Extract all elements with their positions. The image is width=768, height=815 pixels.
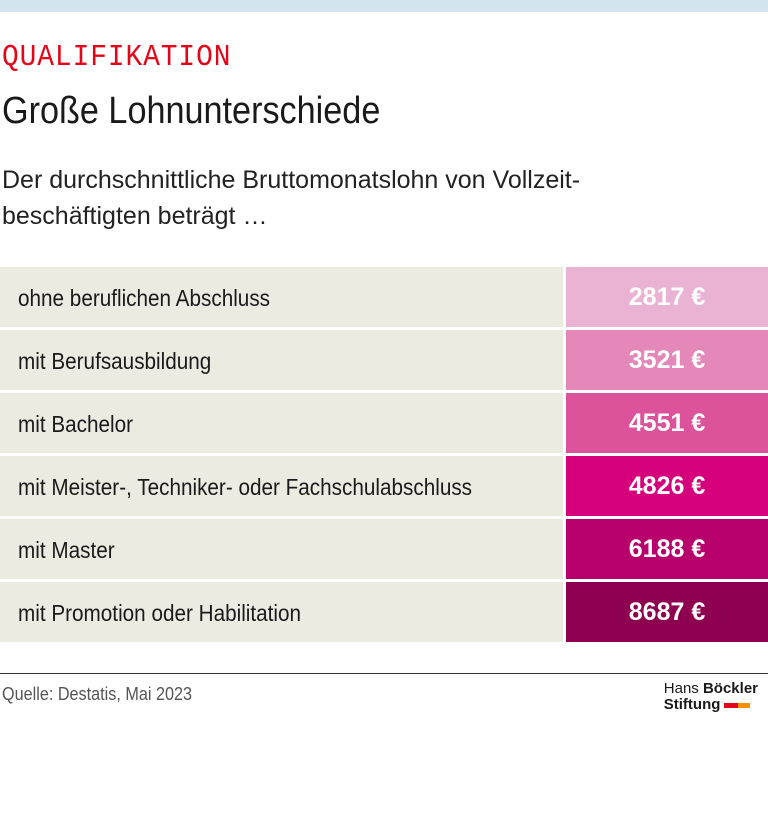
logo-text: Hans: [663, 680, 699, 697]
row-label: mit Bachelor: [18, 411, 134, 437]
label-cell: mit Berufsausbildung: [0, 330, 563, 390]
source: Quelle: Destatis, Mai 2023: [2, 684, 192, 704]
kicker: QUALIFIKATION: [2, 40, 232, 75]
row-value: 4551 €: [628, 409, 706, 437]
title: Große Lohnunterschiede: [2, 90, 381, 132]
table-row: mit Meister-, Techniker- oder Fachschula…: [0, 456, 768, 516]
table-row: mit Master 6188 €: [0, 519, 768, 579]
label-cell: mit Meister-, Techniker- oder Fachschula…: [0, 456, 563, 516]
value-cell: 2817 €: [566, 267, 768, 327]
value-cell: 3521 €: [566, 330, 768, 390]
row-label: mit Master: [18, 537, 115, 563]
table-row: mit Bachelor 4551 €: [0, 393, 768, 453]
row-label: mit Berufsausbildung: [18, 348, 212, 374]
value-cell: 4551 €: [566, 393, 768, 453]
label-cell: mit Master: [0, 519, 563, 579]
row-value: 3521 €: [628, 346, 706, 374]
row-value: 6188 €: [628, 535, 706, 563]
divider: [0, 673, 768, 674]
value-cell: 8687 €: [566, 582, 768, 642]
logo-text: Stiftung: [663, 696, 721, 713]
row-value: 2817 €: [628, 283, 706, 311]
logo-bar: [724, 702, 739, 708]
row-value: 4826 €: [628, 472, 706, 500]
subtitle: Der durchschnittliche Bruttomonatslohn v…: [2, 162, 580, 234]
value-cell: 6188 €: [566, 519, 768, 579]
table-row: ohne beruflichen Abschluss 2817 €: [0, 267, 768, 327]
row-label: mit Promotion oder Habilitation: [18, 600, 302, 626]
label-cell: mit Promotion oder Habilitation: [0, 582, 563, 642]
table-row: mit Berufsausbildung 3521 €: [0, 330, 768, 390]
logo-bar: [738, 702, 751, 708]
logo: Hans Böckler Stiftung: [664, 681, 758, 713]
logo-text: Böckler: [702, 680, 758, 697]
row-label: ohne beruflichen Abschluss: [18, 285, 271, 311]
value-cell: 4826 €: [566, 456, 768, 516]
table-row: mit Promotion oder Habilitation 8687 €: [0, 582, 768, 642]
row-label: mit Meister-, Techniker- oder Fachschula…: [18, 474, 473, 500]
subtitle-line: Der durchschnittliche Bruttomonatslohn v…: [2, 166, 581, 194]
label-cell: ohne beruflichen Abschluss: [0, 267, 563, 327]
label-cell: mit Bachelor: [0, 393, 563, 453]
top-bar: [0, 0, 768, 12]
subtitle-line: beschäftigten beträgt …: [2, 202, 268, 230]
row-value: 8687 €: [628, 598, 706, 626]
